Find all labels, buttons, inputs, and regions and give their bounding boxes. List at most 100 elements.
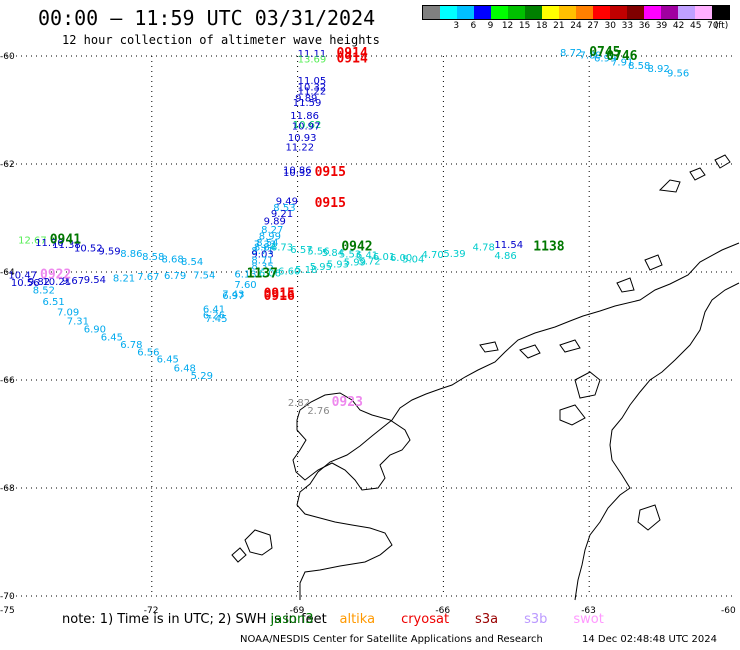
- colorbar-swatch: [644, 6, 661, 19]
- latitude-label: -62: [0, 160, 15, 170]
- colorbar-labels: 3 6 9 12 15 18 21 24 27 30 33 36 39 42 45 70 (ft): [422, 21, 730, 33]
- wave-height-value: 6.00: [390, 253, 412, 264]
- peninsula-coast: [296, 242, 740, 600]
- wave-height-value: 6.99: [594, 53, 616, 64]
- island-4: [559, 339, 581, 353]
- alexander-island: [292, 392, 411, 491]
- colorbar-swatch: [661, 6, 678, 19]
- wave-height-value: 2.82: [288, 398, 310, 409]
- pass-time-label: 0915: [264, 286, 295, 301]
- legend-s3a: s3a: [475, 612, 499, 627]
- wave-height-value: 5.29: [191, 371, 213, 382]
- wave-height-value: 9.59: [98, 247, 120, 258]
- colorbar-tick-label: 45: [690, 21, 702, 31]
- wave-height-value: 11.70: [35, 238, 64, 249]
- wave-height-value: 8.72: [560, 48, 582, 59]
- wave-height-value: 8.58: [628, 61, 650, 72]
- colorbar-tick-label: 70: [707, 21, 719, 31]
- wave-height-value: 4.78: [473, 242, 495, 253]
- colorbar-swatch: [576, 6, 593, 19]
- colorbar-swatch: [440, 6, 457, 19]
- latitude-label: -60: [0, 52, 15, 62]
- colorbar-tick-label: 39: [655, 21, 668, 31]
- wave-height-value: 6.51: [42, 297, 64, 308]
- pass-time-label: 0745: [589, 45, 620, 60]
- wave-height-value: 5.18: [295, 265, 317, 276]
- island-9: [244, 529, 273, 556]
- pass-time-label: 0914: [336, 51, 367, 66]
- legend-swot: swot: [573, 612, 604, 627]
- colorbar-tick-label: 6: [470, 21, 477, 31]
- latitude-label: -68: [0, 484, 15, 494]
- pass-time-label: 0922: [40, 267, 71, 282]
- wave-height-value: 7.09: [57, 308, 79, 319]
- wave-height-value: 6.60: [278, 267, 300, 278]
- colorbar-tick-label: 27: [587, 21, 599, 31]
- colorbar-swatch: [474, 6, 491, 19]
- wave-height-value: 8.35: [251, 261, 273, 272]
- colorbar-swatch: [457, 6, 474, 19]
- wave-height-value: 11.38: [52, 240, 81, 251]
- wave-height-value: 7.31: [67, 316, 89, 327]
- island-5: [519, 344, 541, 359]
- wave-height-value: 9.03: [251, 249, 273, 260]
- wave-height-value: 4.70: [422, 250, 444, 261]
- legend-jason3: jason3: [270, 612, 314, 627]
- wave-height-value: 5.53: [339, 249, 361, 260]
- island-1: [658, 179, 681, 193]
- wave-height-value: 8.21: [113, 274, 135, 285]
- wave-height-value: 6.90: [84, 324, 106, 335]
- wave-height-value: 6.79: [164, 271, 186, 282]
- colorbar-swatch: [525, 6, 542, 19]
- wave-height-value: 9.49: [276, 197, 298, 208]
- colorbar-swatch: [542, 6, 559, 19]
- pass-time-label: 1137: [247, 266, 278, 281]
- wave-height-value: 6.45: [101, 333, 123, 344]
- island-10: [231, 547, 247, 563]
- wave-height-value: 11.22: [298, 86, 327, 97]
- wave-height-value: 7.45: [205, 314, 227, 325]
- island-2: [689, 167, 706, 181]
- wave-height-value: 9.21: [271, 209, 293, 220]
- wave-height-value: 7.89: [579, 51, 601, 62]
- wave-height-value: 8.27: [261, 225, 283, 236]
- peninsula-inner-coast: [574, 282, 740, 601]
- colorbar-tick-label: 33: [621, 21, 634, 31]
- credit-line: NOAA/NESDIS Center for Satellite Applica…: [240, 634, 543, 645]
- longitude-label: -69: [290, 606, 305, 616]
- colorbar-tick-label: 21: [553, 21, 565, 31]
- wave-height-value: 11.11: [298, 49, 327, 60]
- wave-height-value: 11.59: [293, 98, 322, 109]
- wave-height-value: 6.57: [290, 245, 312, 256]
- wave-height-value: 7.60: [234, 280, 256, 291]
- wave-height-value: 7.43: [222, 289, 244, 300]
- wave-height-value: 8.71: [251, 255, 273, 266]
- colorbar-swatch: [559, 6, 576, 19]
- wave-height-value: 2.76: [307, 406, 329, 417]
- colorbar-tick-label: 30: [604, 21, 616, 31]
- wave-height-value: 5.99: [344, 258, 366, 269]
- wave-height-value: 6.45: [157, 355, 179, 366]
- island-3: [714, 154, 731, 169]
- wave-height-value: 10.97: [292, 121, 321, 132]
- wave-height-value: 10.56: [11, 278, 40, 289]
- wave-height-value: 8.86: [120, 249, 142, 260]
- colorbar-tick-label: 24: [570, 21, 582, 31]
- wave-height-value: 9.89: [295, 93, 317, 104]
- latitude-label: -66: [0, 376, 15, 386]
- wave-height-value: 8.84: [254, 242, 276, 253]
- colorbar-swatch: [712, 6, 729, 19]
- colorbar-tick-label: 18: [536, 21, 548, 31]
- wave-height-observations: 11.1113.6911.0510.3211.229.8911.5911.861…: [8, 48, 689, 417]
- wave-height-value: 11.22: [285, 143, 314, 154]
- colorbar-swatch: [678, 6, 695, 19]
- longitude-label: -75: [0, 606, 15, 616]
- wave-height-value: 6.56: [137, 348, 159, 359]
- longitude-label: -63: [581, 606, 596, 616]
- wave-height-value: 8.71: [251, 246, 273, 257]
- wave-height-value: 12.67: [18, 235, 47, 246]
- wave-height-value: 9.82: [28, 277, 50, 288]
- wave-height-value: 11.54: [494, 240, 523, 251]
